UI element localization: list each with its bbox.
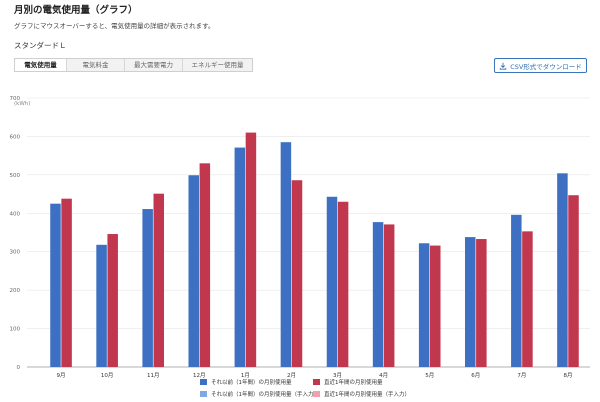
y-tick-label: 400 [10,211,21,217]
y-tick-label: 100 [10,327,21,333]
x-tick-label: 3月 [333,372,342,379]
usage-chart: (kWh) 0 100 200 300 400 500 600 700 9月 10月 11月 12月… [10,96,590,398]
csv-download-label: CSV形式でダウンロード [510,62,582,71]
bar-prev-year[interactable] [50,203,61,367]
bar-recent-year[interactable] [383,224,395,367]
bar-recent-year[interactable] [199,163,211,367]
tab-electricity-fee[interactable]: 電気料金 [67,59,125,71]
bar-recent-year[interactable] [337,201,349,367]
x-tick-label: 5月 [425,372,434,379]
bar-prev-year[interactable] [326,196,338,367]
legend-swatch [200,391,207,397]
legend-label[interactable]: それ以前（1年間）の月別使用量（手入力） [211,390,319,398]
bar-recent-year[interactable] [568,195,579,367]
bar-prev-year[interactable] [280,142,292,367]
legend-swatch [313,379,320,385]
legend-swatch [200,379,207,385]
bar-prev-year[interactable] [464,237,476,367]
bar-recent-year[interactable] [61,198,72,367]
bar-recent-year[interactable] [291,180,303,367]
bar-prev-year[interactable] [557,173,568,367]
chart-x-ticks: 9月 10月 11月 12月 1月 2月 3月 4月 5月 6月 7月 8月 [57,372,573,379]
x-tick-label: 12月 [193,372,206,379]
bar-prev-year[interactable] [511,214,522,367]
y-tick-label: 700 [10,96,21,102]
y-tick-label: 300 [10,250,21,256]
bar-recent-year[interactable] [245,132,257,367]
x-tick-label: 1月 [241,372,250,379]
bar-recent-year[interactable] [430,245,441,367]
tab-electricity-usage[interactable]: 電気使用量 [15,59,67,71]
legend-label[interactable]: 直近1年間の月別使用量 [324,378,383,386]
bar-prev-year[interactable] [188,175,199,367]
bar-recent-year[interactable] [476,239,487,367]
bar-prev-year[interactable] [234,147,246,367]
x-tick-label: 10月 [101,372,114,379]
bar-prev-year[interactable] [372,222,384,367]
download-icon [499,62,507,70]
chart-legend: それ以前（1年間）の月別使用量 直近1年間の月別使用量それ以前（1年間）の月別使用… [200,378,410,398]
x-tick-label: 9月 [57,372,66,379]
y-axis-unit: (kWh) [14,101,30,107]
chart-tabs: 電気使用量 電気料金 最大需要電力 エネルギー使用量 [14,58,253,72]
plan-name: スタンダードＬ [14,41,67,50]
x-tick-label: 2月 [287,372,296,379]
csv-download-button[interactable]: CSV形式でダウンロード [494,58,587,73]
chart-grid: 0 100 200 300 400 500 600 700 [10,96,590,371]
y-tick-label: 200 [10,288,21,294]
x-tick-label: 4月 [379,372,388,379]
legend-label[interactable]: 直近1年間の月別使用量（手入力） [324,390,410,398]
bar-prev-year[interactable] [418,243,430,367]
bar-recent-year[interactable] [153,193,165,367]
bar-prev-year[interactable] [96,244,107,367]
tab-max-demand[interactable]: 最大需要電力 [125,59,183,71]
x-tick-label: 11月 [147,372,160,379]
bar-recent-year[interactable] [107,234,118,367]
bar-prev-year[interactable] [142,209,153,367]
x-tick-label: 6月 [471,372,480,379]
chart-bars [50,132,579,367]
legend-swatch [313,391,320,397]
y-tick-label: 500 [10,173,21,179]
page-description: グラフにマウスオーバーすると、電気使用量の詳細が表示されます。 [14,22,215,30]
x-tick-label: 7月 [517,372,526,379]
x-tick-label: 8月 [563,372,572,379]
page-title: 月別の電気使用量（グラフ） [14,5,138,16]
tab-energy-usage[interactable]: エネルギー使用量 [191,61,244,69]
legend-label[interactable]: それ以前（1年間）の月別使用量 [211,378,292,386]
y-tick-label: 0 [17,365,21,371]
bar-recent-year[interactable] [522,231,533,367]
y-tick-label: 600 [10,134,21,140]
